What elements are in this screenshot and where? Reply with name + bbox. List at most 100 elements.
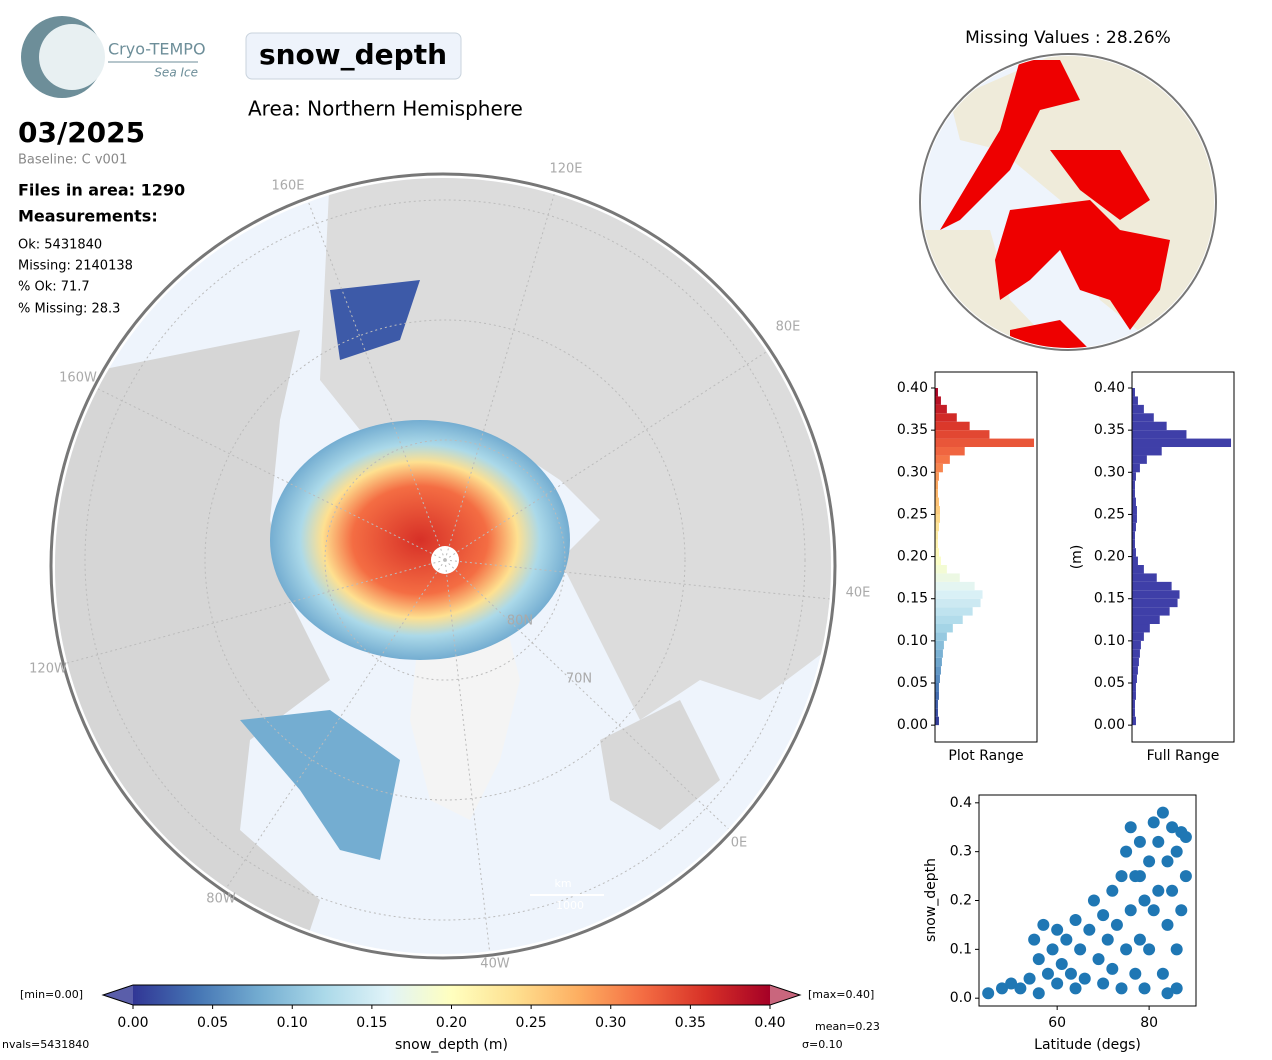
point [1106,962,1119,975]
point [1069,982,1082,995]
variable-name: snow_depth [259,38,447,71]
hist-bar [1132,421,1167,431]
point [1133,835,1146,848]
y-tick-label: 0.25 [897,506,928,522]
point [1147,816,1160,829]
x-label: snow_depth (m) [395,1037,508,1053]
baseline: Baseline: C v001 [18,153,127,168]
point [1014,982,1027,995]
x-tick-label: 0.25 [516,1015,547,1031]
hist-bar [935,522,939,532]
x-tick-label: 0.40 [754,1015,785,1031]
y-tick-label: 0.2 [950,893,972,909]
point [1133,933,1146,946]
area: Area: Northern Hemisphere [248,97,523,121]
min-label: [min=0.00] [20,988,83,1001]
hist-bar [935,716,939,726]
hist-bar [935,480,938,490]
point [1028,933,1041,946]
x-label: Latitude (degs) [1034,1037,1141,1053]
point [1152,884,1165,897]
point [1120,845,1133,858]
hist-bar [935,615,963,625]
hist-bar [1132,404,1144,414]
y-tick-label: 0.30 [897,464,928,480]
point [1092,953,1105,966]
hist-bar [1132,674,1137,684]
hist-bar [935,497,939,507]
x-tick-label: 0.05 [197,1015,228,1031]
point [1124,904,1137,917]
max-label: [max=0.40] [808,988,874,1001]
colorbar-min [103,985,133,1005]
y-tick-label: 0.10 [1094,633,1125,649]
stat: Missing: 2140138 [18,259,133,274]
hist-bar [935,472,939,481]
point [1138,894,1151,907]
point [1097,977,1110,990]
hist-bar [935,438,1035,448]
point [1175,904,1188,917]
hist-bar [935,691,939,700]
grid-label: 40W [480,957,510,972]
point [1069,914,1082,927]
hist-bar [1132,565,1144,574]
point [1143,943,1156,956]
grid-label: 0E [731,836,748,851]
point [1101,933,1114,946]
point [1064,967,1077,980]
missing-map [919,53,1217,351]
y-tick-label: 0.15 [1094,591,1125,607]
hist-bar [935,573,960,582]
point [1161,855,1174,868]
point [1097,909,1110,922]
x-tick-label: 0.20 [436,1015,467,1031]
mean-label: mean=0.23 [815,1020,880,1033]
y-tick-label: 0.30 [1094,464,1125,480]
hist-bar [935,590,983,599]
hist-bar [935,421,970,431]
point [1055,957,1068,970]
hist-bar [935,455,950,464]
y-tick-label: 0.35 [1094,422,1125,438]
hist-bar [935,607,973,616]
y-tick-label: 0.20 [897,549,928,565]
point [1041,967,1054,980]
measurements: Measurements: [18,207,158,226]
point [1051,923,1064,936]
point [1170,943,1183,956]
x-tick-label: 0.35 [675,1015,706,1031]
hist-bar [935,657,942,667]
y-tick-label: 0.20 [1094,549,1125,565]
hist-bar [935,640,944,650]
y-tick-label: 0.00 [1094,717,1125,733]
y-tick-label: 0.0 [950,990,972,1006]
hist-bar [1132,598,1178,608]
point [1161,918,1174,931]
hist-bar [935,447,965,456]
hist-bar [1132,506,1137,515]
point [1179,870,1192,883]
files: Files in area: 1290 [18,181,185,200]
hist-bar [935,683,939,692]
hist-bar [935,489,938,498]
hist-bar [1132,640,1141,650]
point [1032,987,1045,1000]
hist-bar [1132,573,1157,582]
hist-bar [935,514,940,523]
stat: % Ok: 71.7 [18,280,90,295]
grid-label: 80E [776,320,801,335]
hist-bar [1132,632,1144,641]
point [1147,904,1160,917]
hist-bar [1132,430,1187,439]
main-map: km 1000 160E 120E 80E 40E 0E 40W 80W 120… [29,162,870,972]
hist-bar [935,649,943,658]
point [1124,821,1137,834]
y-label: (m) [1069,545,1085,570]
hist-bar [1132,438,1232,448]
point [1152,835,1165,848]
hist-bar [1132,531,1135,540]
x-tick-label: 0.30 [595,1015,626,1031]
y-tick-label: 0.3 [950,844,972,860]
point [1032,953,1045,966]
